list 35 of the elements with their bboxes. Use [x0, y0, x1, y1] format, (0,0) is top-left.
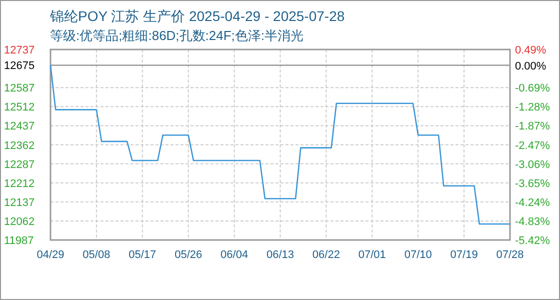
x-tick-label: 05/17	[128, 249, 156, 261]
y-tick-label: 12212	[4, 178, 35, 190]
y2-tick-label: 0.00%	[515, 60, 546, 72]
y2-tick-label: -3.65%	[515, 178, 550, 190]
y2-tick-label: 0.49%	[515, 44, 546, 56]
y2-tick-label: -1.87%	[515, 120, 550, 133]
x-tick-label: 06/13	[266, 249, 294, 261]
x-tick-label: 06/22	[312, 249, 340, 261]
chart-title: 锦纶POY 江苏 生产价 2025-04-29 - 2025-07-28	[49, 8, 345, 24]
y-tick-label: 12587	[4, 82, 35, 95]
y-tick-label: 12512	[4, 102, 35, 114]
x-tick-label: 07/10	[404, 249, 432, 261]
y2-tick-label: -4.83%	[515, 216, 550, 228]
y2-tick-label: -3.06%	[515, 158, 550, 171]
y-tick-label: 12675	[4, 60, 35, 72]
y-tick-label: 12287	[4, 158, 35, 171]
x-tick-label: 05/26	[174, 249, 202, 261]
y-tick-label: 12062	[4, 216, 35, 228]
chart-subtitle: 等级:优等品;粗细:86D;孔数:24F;色泽:半消光	[50, 28, 304, 43]
y2-tick-label: -0.69%	[515, 82, 550, 95]
x-tick-label: 07/19	[450, 249, 478, 261]
y-tick-label: 12362	[4, 140, 35, 152]
x-tick-label: 04/29	[36, 249, 64, 261]
y2-tick-label: -2.47%	[515, 140, 550, 152]
y2-tick-label: -4.24%	[515, 196, 550, 209]
y2-tick-label: -1.28%	[515, 102, 550, 114]
y-tick-label: 12437	[4, 120, 35, 133]
x-tick-label: 05/08	[82, 249, 110, 261]
y-tick-label: 11987	[4, 235, 34, 247]
x-tick-label: 06/04	[220, 249, 248, 261]
y-tick-label: 12137	[4, 196, 35, 209]
y2-tick-label: -5.42%	[515, 235, 550, 247]
x-tick-label: 07/28	[496, 249, 524, 261]
x-tick-label: 07/01	[358, 249, 386, 261]
y-tick-label: 12737	[4, 44, 35, 56]
